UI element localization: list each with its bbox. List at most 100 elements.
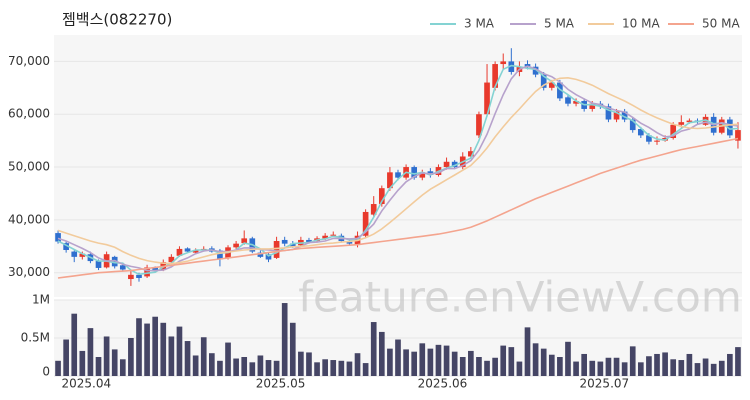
volume-bar (144, 323, 150, 376)
volume-bar (710, 363, 717, 376)
candle-body (735, 130, 741, 141)
volume-bar (87, 328, 94, 376)
volume-bar (686, 353, 693, 376)
volume-bar (119, 359, 126, 376)
volume-bar (217, 360, 223, 376)
ma-line (57, 76, 739, 265)
volume-bar (727, 353, 733, 376)
volume-bar (160, 322, 167, 376)
volume-bar (589, 360, 596, 376)
volume-bar (265, 360, 272, 376)
volume-bar (370, 322, 377, 376)
volume-bar (573, 361, 579, 376)
volume-bar (548, 354, 555, 376)
y-tick-label: 30,000 (8, 265, 50, 279)
volume-bar (694, 363, 701, 376)
candle-body (370, 204, 377, 215)
candle-body (654, 140, 660, 142)
volume-tick-label: 0.5M (21, 331, 50, 345)
volume-bar (184, 341, 191, 376)
volume-bar (613, 357, 620, 376)
legend-label: 3 MA (464, 17, 495, 31)
candle-body (646, 135, 652, 142)
legend-label: 10 MA (622, 17, 660, 31)
volume-bar (435, 344, 442, 376)
candle-body (79, 253, 86, 257)
volume-bar (209, 353, 215, 376)
volume-bar (241, 357, 248, 376)
x-tick-label: 2025.06 (418, 377, 468, 391)
candle-body (346, 241, 353, 244)
volume-bar (257, 355, 264, 376)
candle-body (387, 172, 393, 189)
volume-bar (273, 360, 280, 376)
candle-body (589, 103, 596, 109)
volume-bar (95, 357, 102, 376)
volume-bar (508, 347, 515, 376)
volume-bar (516, 361, 523, 376)
candle-body (281, 239, 288, 244)
candle-body (241, 238, 248, 244)
candle-body (678, 122, 685, 125)
volume-bar (654, 353, 660, 376)
volume-bar (540, 348, 547, 376)
volume-bar (411, 351, 418, 376)
volume-bar (225, 342, 231, 376)
candle-body (136, 274, 142, 278)
candle-body (217, 250, 223, 260)
volume-bar (524, 327, 531, 376)
candle-body (233, 243, 239, 248)
volume-bar (362, 363, 369, 376)
volume-bar (55, 360, 61, 376)
volume-bar (71, 313, 78, 376)
candle-body (63, 243, 69, 250)
candle-body (670, 124, 677, 139)
volume-bar (605, 357, 612, 376)
candle-body (55, 233, 61, 242)
volume-bar (63, 339, 69, 376)
volume-bar (443, 345, 450, 376)
candle-body (686, 120, 693, 123)
candle-body (176, 248, 183, 256)
volume-bar (670, 359, 677, 376)
volume-bar (419, 343, 426, 376)
volume-bar (298, 351, 304, 376)
candle-body (419, 172, 426, 178)
y-tick-label: 60,000 (8, 107, 50, 121)
candle-body (411, 167, 418, 178)
candle-body (330, 234, 337, 236)
candle-body (500, 61, 507, 65)
chart-title: 젬백스(082270) (62, 11, 172, 29)
candle-body (637, 129, 644, 136)
volume-bar (395, 339, 401, 376)
volume-bar (500, 345, 507, 376)
volume-bar (484, 360, 490, 376)
y-tick-label: 40,000 (8, 212, 50, 226)
candle-body (621, 111, 628, 120)
candle-body (605, 106, 612, 120)
candle-body (727, 119, 733, 136)
volume-bar (289, 322, 296, 376)
volume-bar (621, 362, 628, 376)
volume-bar (111, 349, 118, 376)
volume-bar (597, 361, 604, 376)
candle-body (395, 172, 401, 178)
volume-tick-label: 0 (42, 365, 50, 379)
candle-body (492, 64, 498, 88)
volume-bar (103, 336, 110, 376)
volume-bar (427, 348, 434, 376)
candle-body (629, 119, 636, 131)
volume-bar (330, 360, 337, 376)
candle-body (613, 111, 620, 120)
volume-bar (314, 362, 320, 376)
volume-bar (176, 326, 183, 376)
candle-body (119, 265, 126, 270)
volume-bar (718, 360, 725, 376)
candle-body (128, 274, 134, 280)
x-tick-label: 2025.07 (580, 377, 630, 391)
volume-bar (152, 316, 159, 376)
candle-body (71, 251, 78, 257)
volume-bar (468, 350, 474, 376)
candle-body (184, 248, 191, 252)
volume-bar (629, 346, 636, 376)
